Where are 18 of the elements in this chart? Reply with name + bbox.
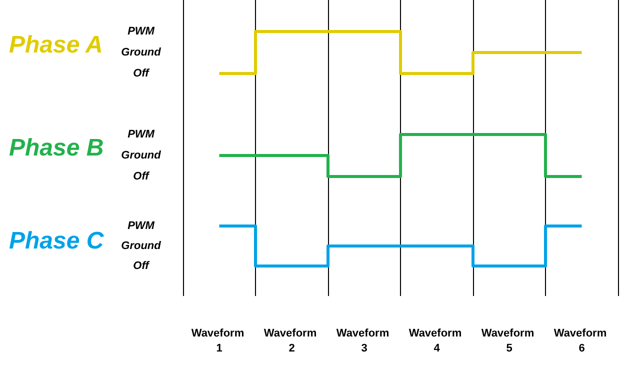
chart-title: Phase C — [9, 228, 104, 254]
x-tick-label: Waveform 6 — [554, 328, 610, 354]
text: PWM — [128, 128, 156, 140]
chart-title: Phase A — [9, 32, 103, 58]
text: Ground — [121, 46, 162, 58]
x-tick-label: Waveform 2 — [264, 328, 320, 354]
x-tick-label: Waveform 4 — [408, 328, 465, 354]
x-tick-label: Waveform 1 — [191, 328, 248, 354]
text: Off — [133, 260, 150, 272]
text: Off — [133, 170, 150, 182]
chart-title: Phase B — [9, 134, 104, 162]
text: Off — [133, 68, 150, 80]
text: Ground — [121, 150, 162, 162]
x-tick-label: Waveform 5 — [481, 328, 538, 354]
text: Ground — [121, 240, 162, 252]
text: PWM — [128, 26, 156, 38]
x-tick-label: Waveform 3 — [336, 328, 392, 354]
text: PWM — [128, 220, 156, 232]
